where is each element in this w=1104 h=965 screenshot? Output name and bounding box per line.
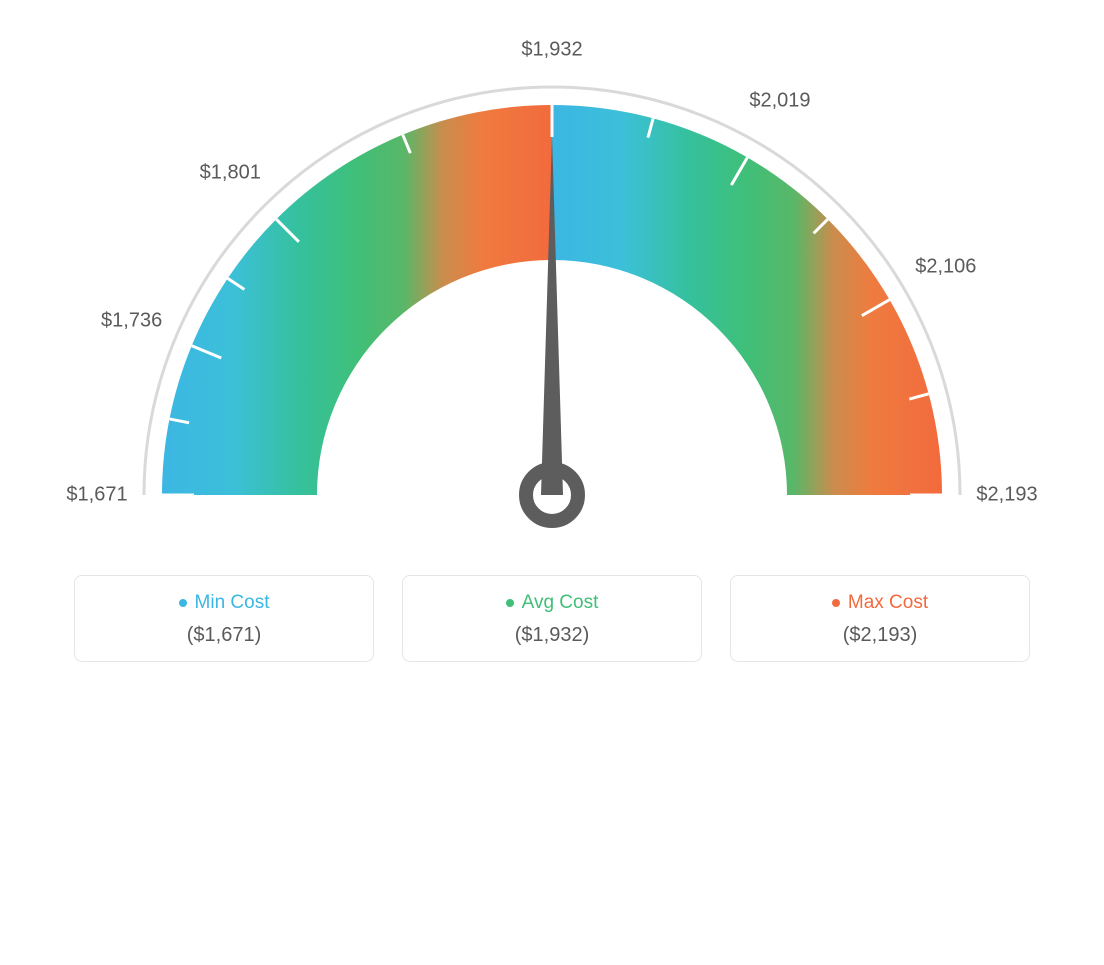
dot-icon — [506, 599, 514, 607]
gauge-tick-label: $2,193 — [976, 484, 1037, 507]
gauge-tick-label: $1,932 — [521, 39, 582, 62]
legend-value-min: ($1,671) — [85, 624, 363, 647]
gauge-tick-label: $1,736 — [101, 309, 162, 332]
legend-value-max: ($2,193) — [741, 624, 1019, 647]
legend-title-min: Min Cost — [85, 592, 363, 614]
dot-icon — [832, 599, 840, 607]
legend-title-max: Max Cost — [741, 592, 1019, 614]
legend-label-max: Max Cost — [848, 592, 928, 613]
legend-title-avg: Avg Cost — [413, 592, 691, 614]
legend-value-avg: ($1,932) — [413, 624, 691, 647]
gauge-tick-label: $2,106 — [915, 256, 976, 279]
gauge-tick-label: $1,801 — [200, 162, 261, 185]
legend-card-avg: Avg Cost ($1,932) — [402, 575, 702, 662]
gauge-tick-label: $2,019 — [749, 90, 810, 113]
legend-card-max: Max Cost ($2,193) — [730, 575, 1030, 662]
gauge-container: $1,671$1,736$1,801$1,932$2,019$2,106$2,1… — [102, 485, 1002, 965]
legend-row: Min Cost ($1,671) Avg Cost ($1,932) Max … — [0, 575, 1104, 662]
legend-label-avg: Avg Cost — [522, 592, 599, 613]
dot-icon — [179, 599, 187, 607]
gauge-tick-label: $1,671 — [66, 484, 127, 507]
legend-card-min: Min Cost ($1,671) — [74, 575, 374, 662]
legend-label-min: Min Cost — [195, 592, 270, 613]
gauge-arc — [552, 105, 942, 495]
